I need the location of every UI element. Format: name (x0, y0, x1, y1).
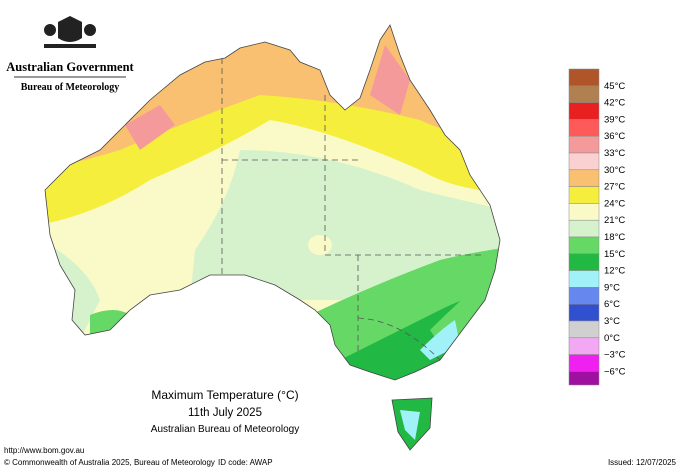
government: Australian Government (6, 60, 134, 74)
legend-label: 6°C (604, 299, 620, 310)
legend-swatch (568, 186, 600, 204)
legend-swatch (568, 236, 600, 255)
legend-label: 21°C (604, 215, 625, 226)
legend-label: 36°C (604, 131, 625, 142)
legend-label: 39°C (604, 114, 625, 125)
legend-swatch (568, 253, 600, 271)
legend-swatch (568, 270, 600, 288)
source: Australian Bureau of Meteorology (151, 424, 299, 435)
legend-swatch (568, 203, 600, 221)
legend-swatch (568, 370, 600, 386)
legend-label: 18°C (604, 232, 625, 243)
agency: Bureau of Meteorology (21, 82, 120, 93)
legend-label: 9°C (604, 282, 620, 293)
legend-label: 33°C (604, 148, 625, 159)
copyright: © Commonwealth of Australia 2025, Bureau… (4, 458, 215, 467)
legend: 45°C 42°C 39°C 36°C 33°C 30°C 27°C 24°C 21°C 18°C… (568, 68, 626, 386)
legend-label: 42°C (604, 98, 625, 109)
legend-swatch (568, 102, 600, 120)
legend-swatch (568, 119, 600, 137)
legend-label: 3°C (604, 316, 620, 327)
issued: Issued: 12/07/2025 (608, 458, 677, 467)
legend-label: −3°C (604, 350, 626, 361)
url: http://www.bom.gov.au (4, 446, 84, 455)
title: Maximum Temperature (°C) (151, 388, 298, 402)
id-code: ID code: AWAP (218, 458, 273, 467)
legend-label: 30°C (604, 165, 625, 176)
legend-swatch (568, 354, 600, 372)
legend-swatch (568, 68, 600, 87)
legend-swatch (568, 219, 600, 238)
legend-swatch (568, 337, 600, 355)
legend-label: 24°C (604, 198, 625, 209)
legend-swatch (568, 169, 600, 187)
legend-swatch (568, 287, 600, 305)
date: 11th July 2025 (188, 407, 262, 419)
legend-swatch (568, 152, 600, 171)
legend-label: 45°C (604, 81, 625, 92)
crest (44, 16, 96, 48)
legend-swatch (568, 85, 600, 103)
legend-label: 0°C (604, 333, 620, 344)
state-borders (221, 58, 485, 361)
coast (44, 24, 501, 451)
legend-swatch (568, 320, 600, 339)
legend-label: 27°C (604, 182, 625, 193)
legend-label: 15°C (604, 249, 625, 260)
legend-label: 12°C (604, 266, 625, 277)
legend-label: −6°C (604, 366, 626, 377)
legend-swatch (568, 303, 600, 322)
legend-swatch (568, 135, 600, 154)
